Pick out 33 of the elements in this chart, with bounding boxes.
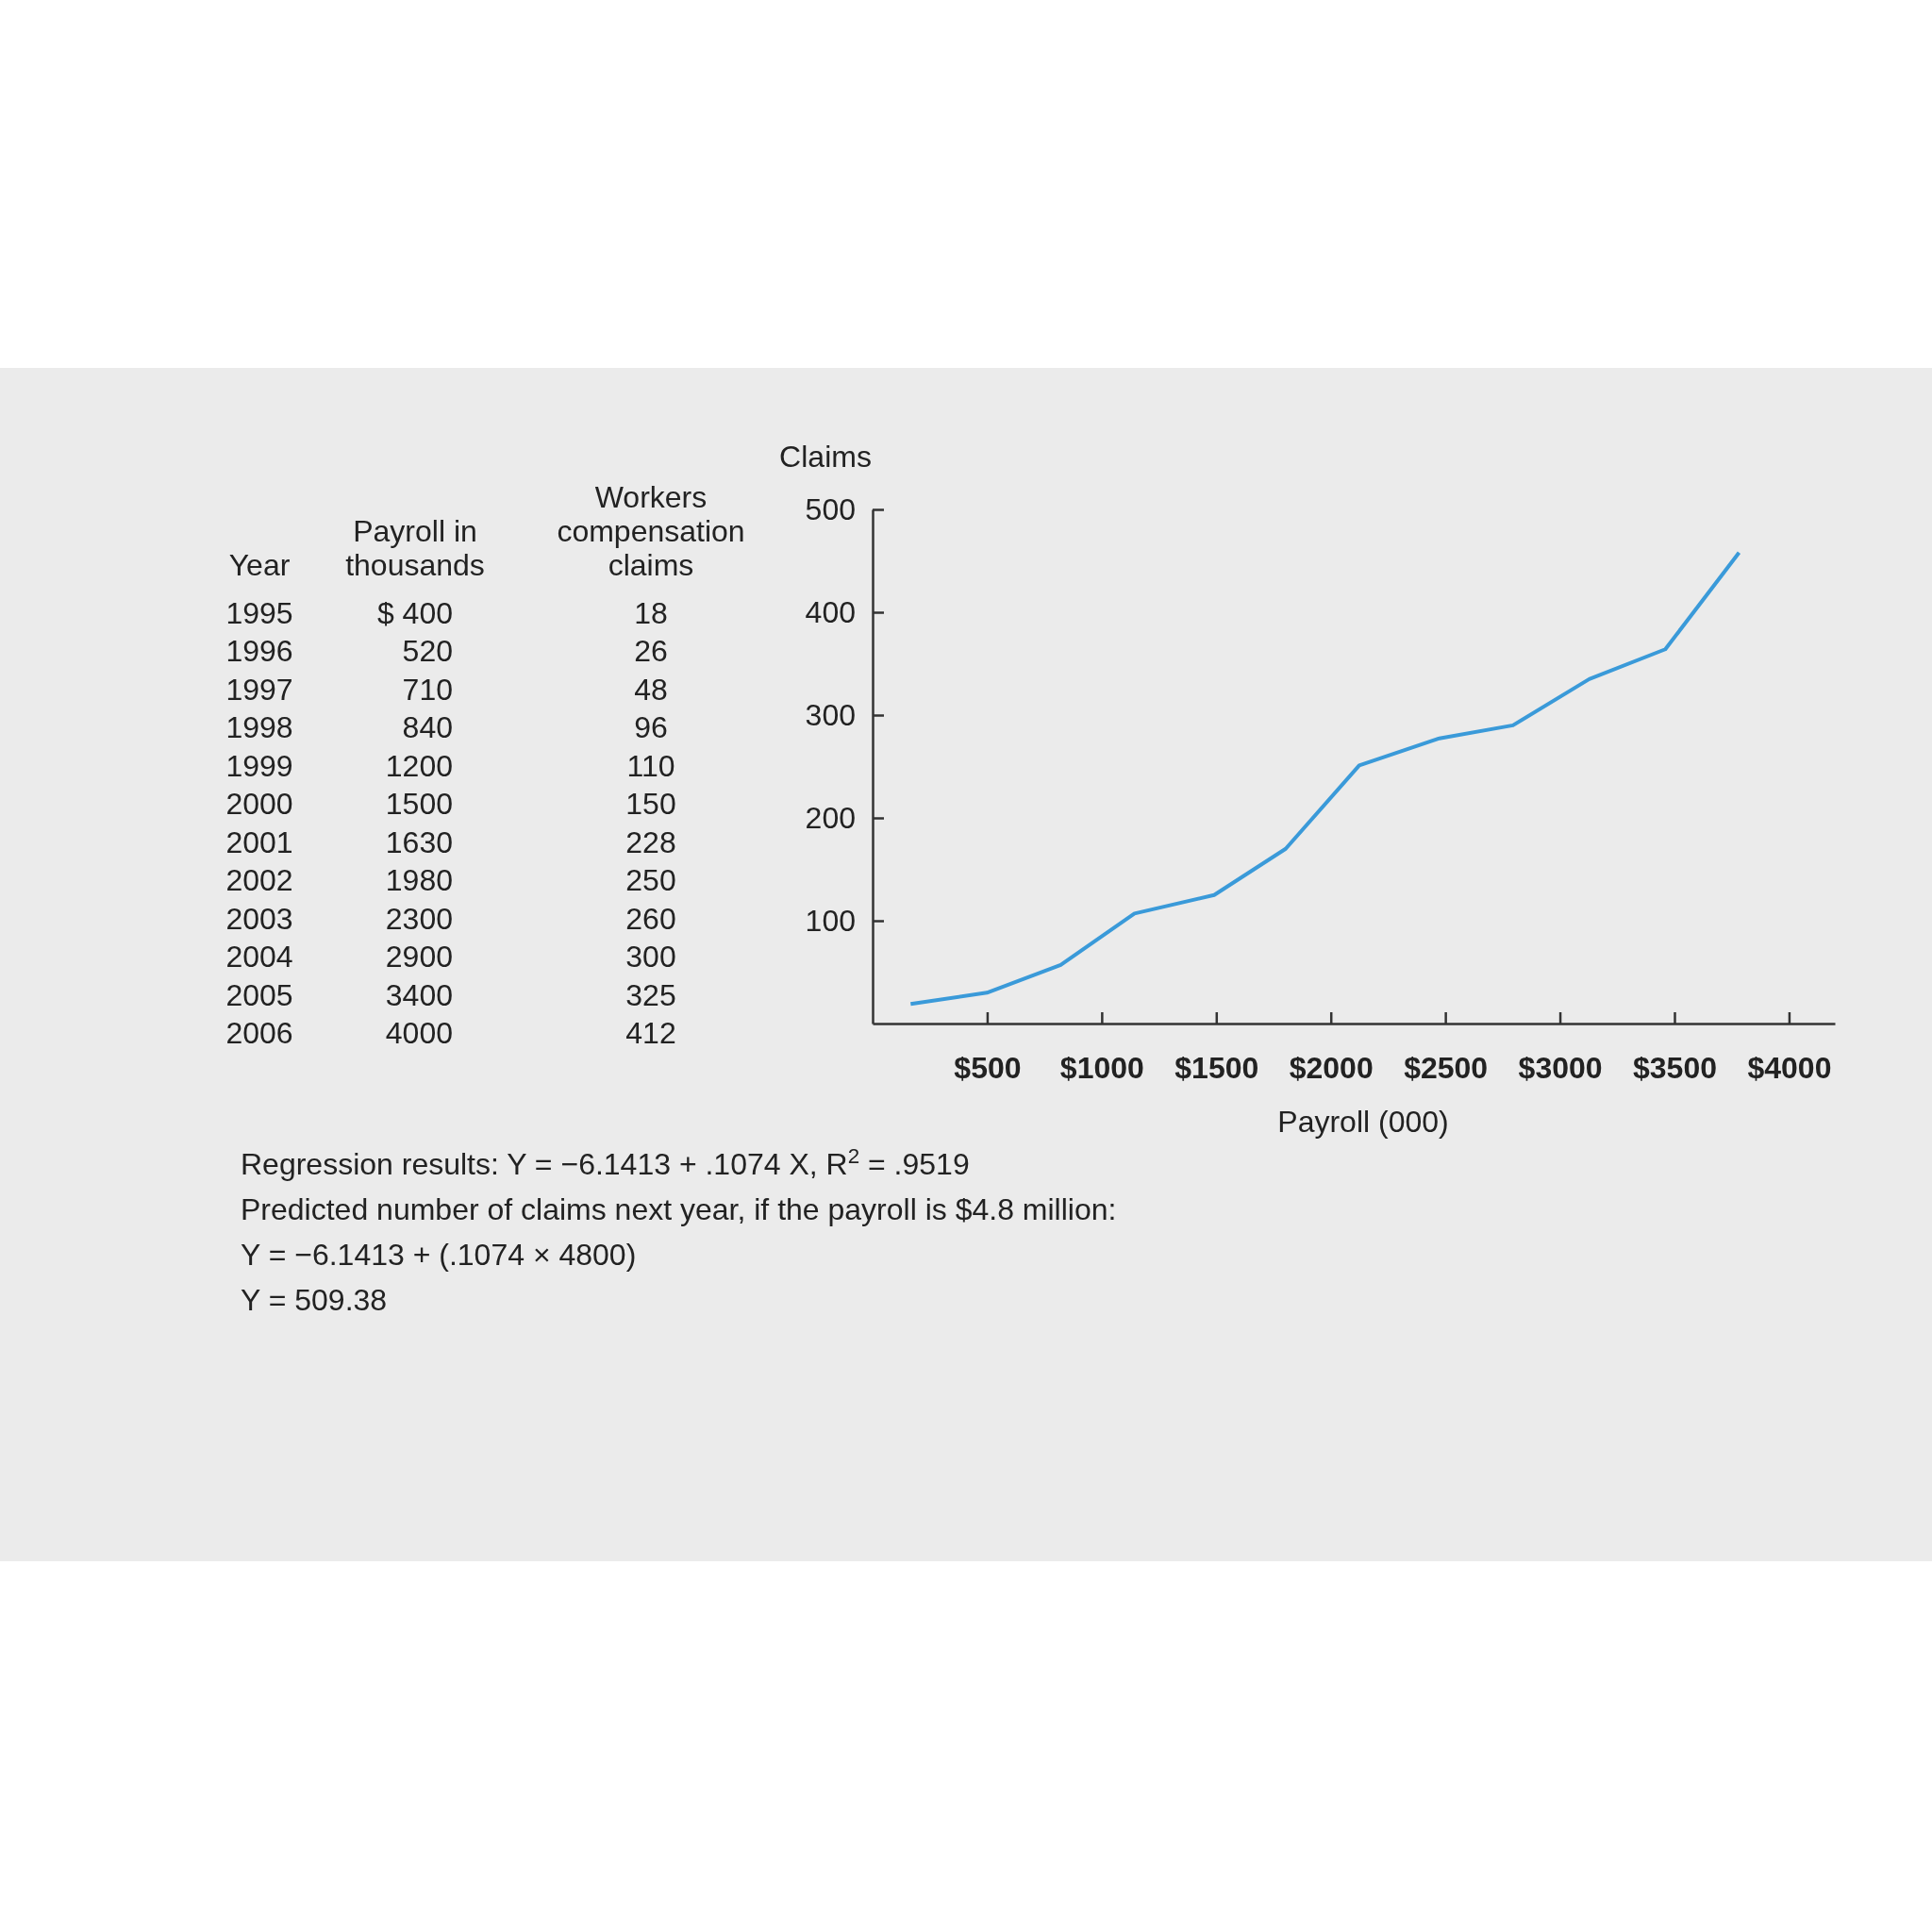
text: 2003 2300 260 <box>225 901 676 936</box>
text: Regression results: Y = −6.1413 + .1074 X, R$^{2}$ = .9519 <box>241 1143 970 1181</box>
text: 1997 710 48 <box>225 672 668 707</box>
text: 2006 4000 412 <box>225 1016 676 1050</box>
text: 2000 1500 150 <box>225 787 676 821</box>
text: 1996 520 26 <box>225 634 668 668</box>
y-tick-label: 500 <box>805 491 856 526</box>
x-tick-label: $2000 <box>1289 1051 1374 1085</box>
y-tick-label: 300 <box>805 697 856 732</box>
x-tick-label: $3000 <box>1518 1051 1603 1085</box>
text: 2001 1630 228 <box>225 824 676 859</box>
x-tick-label: $1500 <box>1174 1051 1259 1085</box>
y-tick-label: 200 <box>805 800 856 835</box>
text: 2005 3400 325 <box>225 977 676 1012</box>
text: 1999 1200 110 <box>225 748 675 783</box>
text: Y = 509.38 <box>241 1283 388 1317</box>
text: Year Payroll in thousands Workers compensation claims <box>228 480 745 582</box>
y-tick-label: 400 <box>805 594 856 629</box>
text: 1995 $ 400 18 <box>225 595 668 630</box>
x-axis-title: Payroll (000) <box>1277 1105 1449 1139</box>
text: Y = −6.1413 + (.1074 × 4800) <box>241 1238 637 1272</box>
text: 2004 2900 300 <box>225 940 676 974</box>
text: 2002 1980 250 <box>225 863 676 897</box>
y-tick-label: 100 <box>805 903 856 938</box>
y-axis-title: Claims <box>779 440 872 474</box>
x-tick-label: $500 <box>954 1051 1022 1085</box>
x-tick-label: $3500 <box>1633 1051 1717 1085</box>
line-series <box>908 550 1741 1007</box>
text: 1998 840 96 <box>225 710 668 744</box>
x-tick-label: $1000 <box>1059 1051 1144 1085</box>
x-tick-label: $4000 <box>1747 1051 1832 1085</box>
x-tick-label: $2500 <box>1404 1051 1489 1085</box>
text: Predicted number of claims next year, if the payroll is $4.8 million: <box>241 1192 1117 1226</box>
